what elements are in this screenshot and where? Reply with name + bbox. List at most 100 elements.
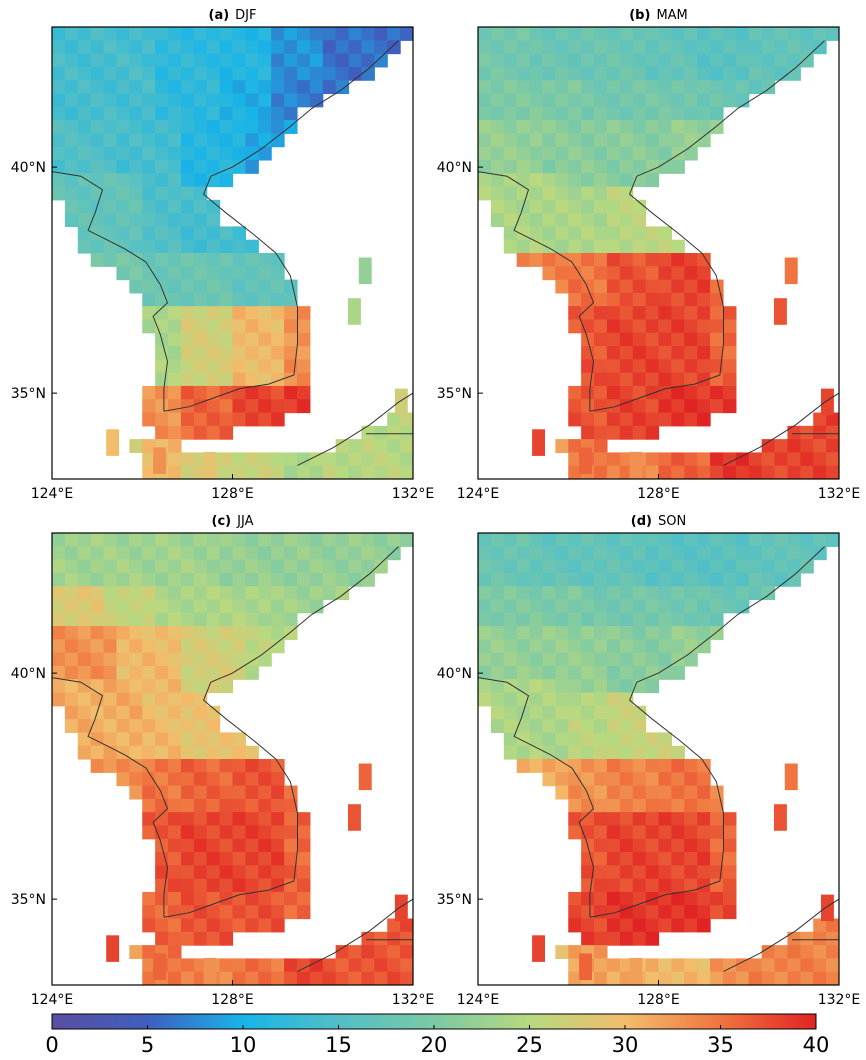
grid-cell xyxy=(400,533,413,547)
grid-cell xyxy=(645,759,660,773)
grid-cell xyxy=(813,971,827,985)
grid-cell xyxy=(180,533,195,547)
grid-cell xyxy=(671,80,685,95)
grid-cell xyxy=(245,891,259,906)
grid-cell xyxy=(52,27,66,41)
grid-cell xyxy=(645,665,660,680)
grid-cell xyxy=(335,27,350,41)
grid-cell xyxy=(619,785,634,800)
panel-season: JJA xyxy=(236,514,253,529)
lat-tick-label: 35°N xyxy=(437,892,472,908)
grid-cell xyxy=(193,372,208,387)
grid-cell xyxy=(800,27,814,41)
grid-cell xyxy=(594,865,608,880)
grid-cell xyxy=(632,106,647,121)
grid-cell xyxy=(90,745,105,760)
grid-cell xyxy=(193,239,208,254)
grid-cell xyxy=(516,106,531,121)
grid-cell xyxy=(335,945,350,960)
grid-cell xyxy=(245,665,259,680)
grid-cell xyxy=(658,319,672,334)
grid-cell xyxy=(296,359,311,374)
grid-cell xyxy=(180,652,195,667)
grid-cell xyxy=(619,891,634,906)
grid-cell xyxy=(710,572,724,587)
grid-cell xyxy=(219,612,234,627)
grid-cell xyxy=(503,533,518,547)
lon-tick-label: 132°E xyxy=(392,992,435,1008)
grid-cell xyxy=(710,878,724,893)
grid-cell xyxy=(335,66,350,81)
grid-cell xyxy=(748,452,763,467)
grid-cell xyxy=(710,798,724,813)
grid-cell xyxy=(142,719,156,734)
grid-cell xyxy=(632,332,647,347)
grid-cell xyxy=(168,93,182,108)
grid-cell xyxy=(658,465,672,479)
grid-cell xyxy=(322,546,337,561)
grid-cell xyxy=(619,385,634,400)
grid-cell xyxy=(594,359,608,374)
grid-cell xyxy=(64,93,79,108)
grid-cell xyxy=(284,465,298,479)
lon-tick-label: 132°E xyxy=(818,486,861,502)
grid-cell xyxy=(813,918,827,933)
grid-cell xyxy=(722,319,737,334)
grid-cell xyxy=(64,159,79,174)
grid-cell xyxy=(219,665,234,680)
grid-cell xyxy=(206,359,221,374)
grid-cell xyxy=(168,852,182,866)
grid-cell xyxy=(155,599,169,614)
grid-cell xyxy=(335,465,350,479)
grid-cell xyxy=(258,971,272,985)
grid-cell xyxy=(606,186,621,201)
grid-cell xyxy=(710,80,724,95)
grid-cell xyxy=(529,652,544,667)
grid-cell xyxy=(503,679,518,694)
grid-cell xyxy=(77,53,92,68)
grid-cell xyxy=(193,306,208,321)
grid-cell xyxy=(555,106,569,121)
grid-cell xyxy=(684,465,698,479)
grid-cell xyxy=(245,239,259,254)
grid-cell xyxy=(761,572,776,587)
grid-cell xyxy=(103,612,118,627)
grid-cell xyxy=(245,40,259,55)
grid-cell xyxy=(103,705,118,720)
grid-cell xyxy=(103,199,118,214)
grid-cell xyxy=(52,692,66,707)
grid-cell xyxy=(503,146,518,161)
grid-cell xyxy=(258,825,272,840)
grid-cell xyxy=(129,266,143,281)
grid-cell xyxy=(64,120,79,134)
grid-cell xyxy=(568,120,582,134)
grid-cell xyxy=(90,53,105,68)
grid-cell xyxy=(748,66,763,81)
grid-cell xyxy=(503,53,518,68)
grid-cell xyxy=(581,253,595,267)
grid-cell xyxy=(581,745,595,760)
grid-cell xyxy=(748,546,763,561)
grid-cell xyxy=(710,306,724,321)
panel-season: SON xyxy=(658,514,686,529)
grid-cell xyxy=(606,279,621,294)
grid-cell xyxy=(619,346,634,360)
grid-cell xyxy=(193,931,208,946)
grid-cell xyxy=(671,146,685,161)
grid-cell xyxy=(219,626,234,640)
grid-cell xyxy=(722,546,737,561)
grid-cell xyxy=(555,772,569,787)
grid-cell xyxy=(335,533,350,547)
grid-cell xyxy=(155,306,169,321)
grid-cell xyxy=(542,133,556,148)
grid-cell xyxy=(684,133,698,148)
grid-cell xyxy=(90,665,105,680)
grid-cell xyxy=(284,106,298,121)
grid-cell xyxy=(206,533,221,547)
grid-cell xyxy=(168,199,182,214)
grid-cell xyxy=(232,798,246,813)
grid-cell xyxy=(684,372,698,387)
grid-cell xyxy=(542,27,556,41)
grid-cell xyxy=(697,785,711,800)
grid-cell xyxy=(309,27,324,41)
